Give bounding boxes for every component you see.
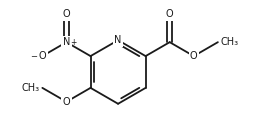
Text: N: N <box>63 37 70 47</box>
Text: N: N <box>114 35 122 45</box>
Text: CH₃: CH₃ <box>21 83 39 93</box>
Text: O: O <box>63 9 70 19</box>
Text: O: O <box>166 9 174 19</box>
Text: CH₃: CH₃ <box>221 37 239 47</box>
Text: +: + <box>70 38 77 47</box>
Text: −: − <box>30 53 37 62</box>
Text: O: O <box>38 51 46 61</box>
Text: O: O <box>190 51 198 61</box>
Text: O: O <box>63 97 70 107</box>
